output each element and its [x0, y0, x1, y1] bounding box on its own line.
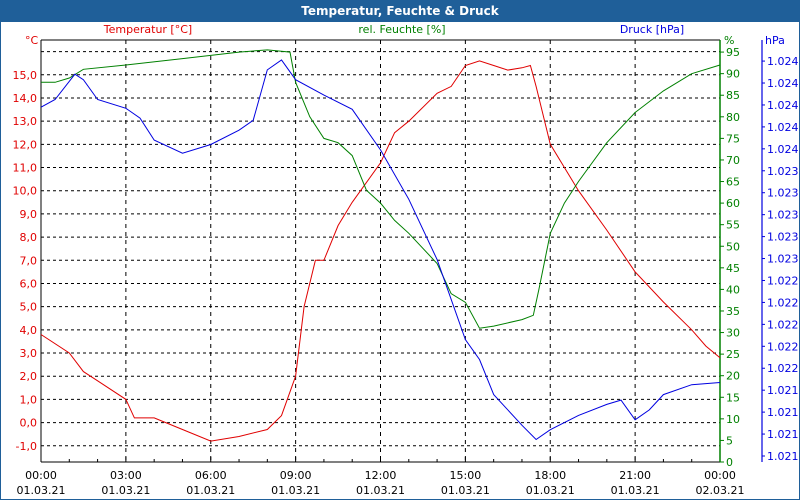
humidity-tick-label: 80 — [726, 111, 740, 124]
pressure-tick-label: 1.022 — [767, 296, 799, 309]
humidity-tick-label: 65 — [726, 176, 740, 189]
temperature-tick-label: 13,0 — [13, 115, 38, 128]
temperature-tick-label: 15,0 — [13, 69, 38, 82]
humidity-tick-label: 30 — [726, 327, 740, 340]
x-tick-time: 00:00 — [25, 469, 57, 482]
pressure-tick-label: 1.021 — [767, 406, 799, 419]
humidity-tick-label: 35 — [726, 305, 740, 318]
temperature-tick-label: 3,0 — [20, 347, 38, 360]
x-tick-date: 01.03.21 — [186, 484, 235, 497]
humidity-tick-label: 10 — [726, 413, 740, 426]
x-tick-date: 01.03.21 — [526, 484, 575, 497]
humidity-tick-label: 45 — [726, 262, 740, 275]
humidity-tick-label: 0 — [726, 456, 733, 469]
x-tick-date: 02.03.21 — [696, 484, 745, 497]
temperature-tick-label: 9,0 — [20, 208, 38, 221]
pressure-tick-label: 1.024 — [767, 55, 799, 68]
temperature-tick-label: 0,0 — [20, 417, 38, 430]
humidity-tick-label: 20 — [726, 370, 740, 383]
x-tick-time: 21:00 — [619, 469, 651, 482]
pressure-tick-label: 1.023 — [767, 209, 799, 222]
humidity-tick-label: 95 — [726, 46, 740, 59]
humidity-tick-label: 90 — [726, 68, 740, 81]
humidity-tick-label: 25 — [726, 348, 740, 361]
x-tick-time: 06:00 — [195, 469, 227, 482]
humidity-unit: % — [724, 34, 734, 47]
humidity-tick-label: 75 — [726, 132, 740, 145]
pressure-tick-label: 1.022 — [767, 340, 799, 353]
chart-title: Temperatur, Feuchte & Druck — [1, 1, 799, 22]
temperature-tick-label: 8,0 — [20, 231, 38, 244]
temperature-tick-label: -1,0 — [16, 440, 37, 453]
x-tick-time: 00:00 — [704, 469, 736, 482]
x-tick-date: 01.03.21 — [101, 484, 150, 497]
temperature-tick-label: 5,0 — [20, 301, 38, 314]
pressure-tick-label: 1.021 — [767, 384, 799, 397]
x-tick-time: 03:00 — [110, 469, 142, 482]
x-tick-time: 12:00 — [365, 469, 397, 482]
pressure-tick-label: 1.024 — [767, 121, 799, 134]
pressure-tick-label: 1.022 — [767, 362, 799, 375]
pressure-tick-label: 1.024 — [767, 99, 799, 112]
temperature-series-line — [40, 60, 721, 442]
pressure-tick-label: 1.023 — [767, 187, 799, 200]
temperature-tick-label: 4,0 — [20, 324, 38, 337]
temperature-tick-label: 12,0 — [13, 138, 38, 151]
pressure-unit: hPa — [765, 34, 785, 47]
pressure-tick-label: 1.021 — [767, 450, 799, 463]
humidity-tick-label: 50 — [726, 240, 740, 253]
humidity-tick-label: 70 — [726, 154, 740, 167]
x-tick-time: 15:00 — [450, 469, 482, 482]
pressure-tick-label: 1.022 — [767, 274, 799, 287]
temperature-tick-label: 7,0 — [20, 254, 38, 267]
humidity-tick-label: 5 — [726, 434, 733, 447]
pressure-tick-label: 1.024 — [767, 143, 799, 156]
x-tick-time: 09:00 — [280, 469, 312, 482]
x-tick-time: 18:00 — [534, 469, 566, 482]
humidity-tick-label: 60 — [726, 197, 740, 210]
pressure-tick-label: 1.021 — [767, 428, 799, 441]
humidity-series-line — [41, 49, 721, 329]
temperature-tick-label: 11,0 — [13, 162, 38, 175]
humidity-tick-label: 85 — [726, 89, 740, 102]
temperature-tick-label: 10,0 — [13, 185, 38, 198]
humidity-tick-label: 55 — [726, 219, 740, 232]
humidity-tick-label: 15 — [726, 391, 740, 404]
pressure-tick-label: 1.023 — [767, 253, 799, 266]
temperature-unit: °C — [25, 34, 39, 47]
pressure-tick-label: 1.023 — [767, 165, 799, 178]
temperature-tick-label: 14,0 — [13, 92, 38, 105]
x-tick-date: 01.03.21 — [356, 484, 405, 497]
x-tick-date: 01.03.21 — [441, 484, 490, 497]
x-tick-date: 01.03.21 — [611, 484, 660, 497]
humidity-tick-label: 40 — [726, 283, 740, 296]
x-tick-date: 01.03.21 — [271, 484, 320, 497]
temperature-legend: Temperatur [°C] — [103, 23, 192, 36]
pressure-legend: Druck [hPa] — [620, 23, 684, 36]
temperature-tick-label: 6,0 — [20, 277, 38, 290]
x-tick-date: 01.03.21 — [17, 484, 66, 497]
temperature-tick-label: 1,0 — [20, 393, 38, 406]
pressure-tick-label: 1.022 — [767, 318, 799, 331]
temperature-tick-label: 2,0 — [20, 370, 38, 383]
pressure-series-line — [40, 59, 721, 441]
humidity-legend: rel. Feuchte [%] — [358, 23, 445, 36]
pressure-tick-label: 1.023 — [767, 231, 799, 244]
pressure-tick-label: 1.024 — [767, 77, 799, 90]
